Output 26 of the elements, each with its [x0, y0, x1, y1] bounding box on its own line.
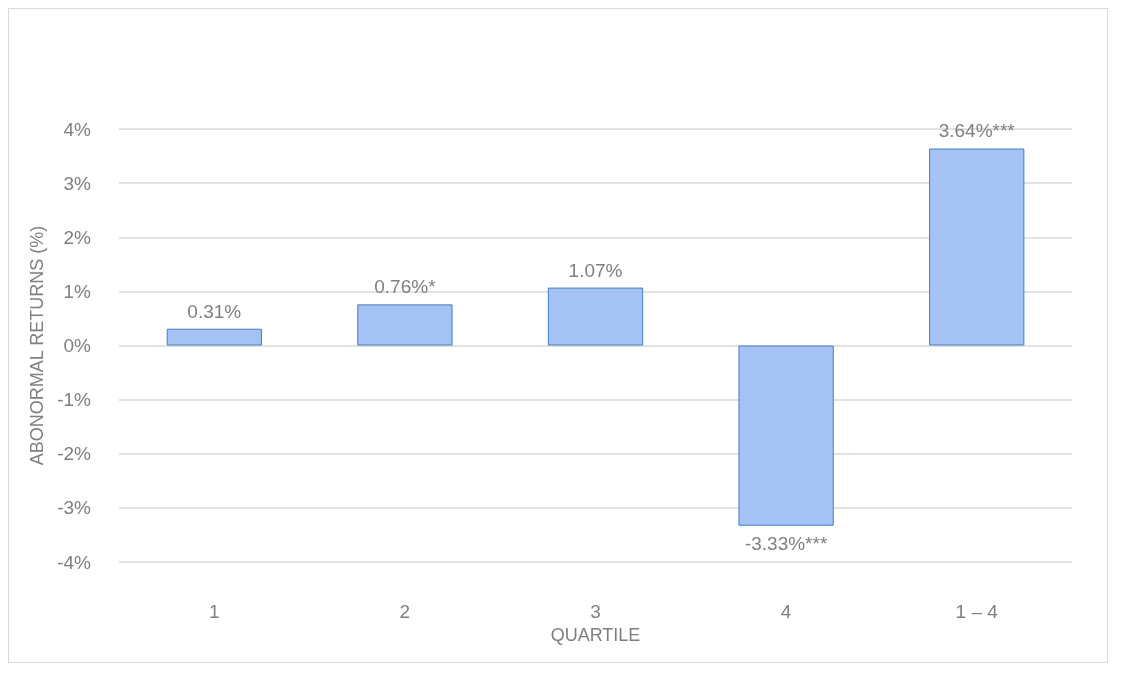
y-tick-label: -4% [57, 551, 92, 573]
bar [547, 287, 644, 346]
y-tick-label: -1% [57, 389, 92, 411]
data-label: 1.07% [568, 259, 623, 281]
data-label: 0.31% [187, 300, 242, 322]
bar [357, 304, 453, 346]
bar [738, 345, 834, 526]
x-tick-label: 2 [399, 601, 411, 622]
x-tick-label: 3 [590, 601, 601, 622]
x-tick-label: 1 [209, 601, 220, 622]
data-label: -3.33%*** [744, 532, 828, 554]
data-label: 0.76%* [374, 276, 437, 298]
x-tick-label: 4 [780, 601, 792, 622]
bar [166, 328, 262, 346]
y-axis-title: ABONORMAL RETURNS (%) [27, 225, 48, 466]
bar [929, 148, 1025, 346]
x-tick-label: 1 – 4 [955, 601, 999, 622]
y-tick-label: 4% [63, 118, 92, 140]
y-tick-label: 2% [63, 226, 92, 248]
y-tick-label: -3% [57, 497, 92, 519]
y-tick-label: 0% [63, 335, 92, 356]
y-tick-label: 3% [63, 172, 92, 194]
y-tick-label: 1% [63, 280, 92, 302]
x-axis-title: QUARTILE [550, 624, 641, 645]
y-tick-label: -2% [57, 443, 92, 465]
data-label: 3.64%*** [938, 120, 1016, 142]
